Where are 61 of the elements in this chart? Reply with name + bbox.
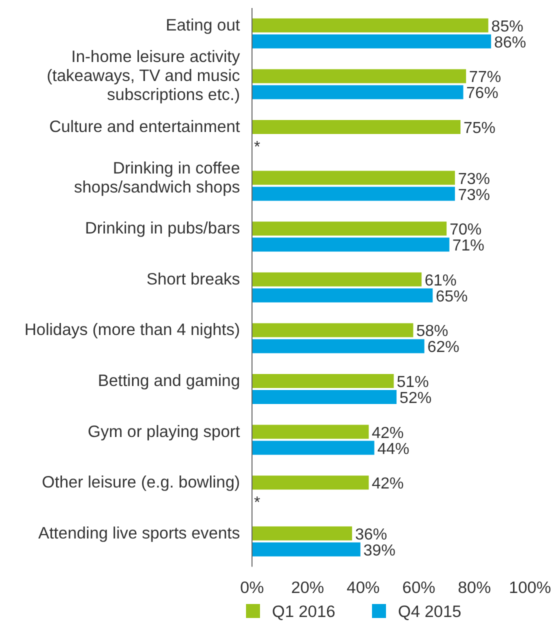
text: * — [254, 494, 260, 512]
bar — [252, 18, 488, 32]
y-tick-label: Drinking in coffee shops/sandwich shops — [74, 159, 240, 196]
bar — [252, 542, 360, 556]
bar — [252, 34, 492, 48]
data-label: 62% — [427, 339, 460, 356]
bar — [252, 424, 369, 439]
data-label: 58% — [416, 323, 448, 340]
data-label: 42% — [372, 424, 404, 442]
data-label: 73% — [458, 186, 490, 204]
x-tick-label: 80% — [458, 578, 492, 597]
y-tick-label: Eating out — [166, 16, 240, 34]
y-tick-label: Holidays (more than 4 nights) — [24, 321, 240, 340]
data-label: 65% — [436, 288, 468, 306]
data-label: 52% — [400, 390, 432, 407]
bar — [252, 476, 369, 490]
x-tick-label: 60% — [402, 578, 436, 597]
bar — [252, 374, 394, 388]
x-tick-label: 40% — [346, 578, 380, 597]
bar — [252, 288, 433, 302]
bar — [252, 69, 466, 84]
y-tick-label: Drinking in pubs/bars — [85, 220, 240, 238]
y-tick-label: Attending live sports events — [38, 524, 240, 542]
data-label: 73% — [458, 170, 490, 188]
bar — [252, 272, 422, 286]
legend-label: Q1 2016 — [272, 603, 336, 621]
y-tick-label: Other leisure (e.g. bowling) — [42, 474, 240, 492]
data-label: 61% — [424, 272, 457, 290]
data-label: 36% — [355, 526, 388, 544]
y-tick-label: Betting and gaming — [98, 372, 240, 390]
text: * — [254, 139, 260, 156]
x-tick-label: 20% — [291, 578, 324, 597]
data-label: 51% — [396, 374, 429, 391]
data-label: 39% — [363, 542, 396, 560]
data-label: 44% — [377, 440, 410, 458]
bar — [252, 440, 374, 455]
bar — [252, 222, 447, 236]
data-label: 85% — [491, 18, 524, 36]
data-label: 42% — [372, 476, 404, 493]
bar — [252, 390, 397, 404]
bar — [252, 526, 352, 540]
y-tick-label: Short breaks — [146, 270, 240, 288]
legend-label: Q4 2015 — [398, 603, 462, 621]
y-tick-label: In-home leisure activity (takeaways, TV and music subscriptions etc.) — [46, 48, 241, 104]
bar — [252, 170, 455, 185]
bar — [252, 323, 414, 338]
y-tick-label: Culture and entertainment — [49, 118, 240, 136]
data-label: 86% — [494, 34, 526, 52]
y-tick-label: Gym or playing sport — [88, 422, 240, 441]
data-label: 71% — [452, 238, 484, 255]
x-tick-label: 0% — [240, 578, 264, 597]
bar — [252, 120, 460, 134]
bar — [252, 339, 424, 354]
data-label: 70% — [450, 222, 482, 239]
bar — [252, 186, 455, 201]
bar — [252, 85, 464, 100]
data-label: 75% — [464, 120, 496, 137]
data-label: 76% — [466, 85, 498, 102]
bar — [252, 238, 450, 252]
data-label: 77% — [469, 69, 502, 86]
x-tick-label: 100% — [508, 578, 552, 597]
